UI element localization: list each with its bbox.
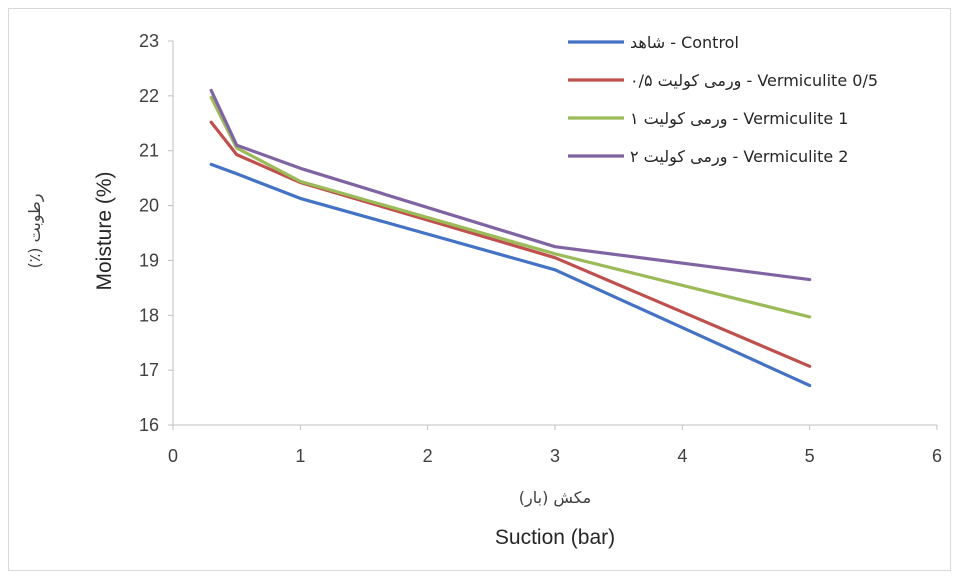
series-line-0 bbox=[209, 162, 812, 388]
y-axis-title-fa: رطوبت (٪) bbox=[25, 193, 45, 268]
x-tick-label: 0 bbox=[168, 446, 178, 466]
y-tick-label: 17 bbox=[139, 360, 159, 380]
legend-label-3: ورمی کولیت ۲ - Vermiculite 2 bbox=[630, 147, 848, 167]
x-axis-title-fa: مکش (بار) bbox=[519, 488, 591, 508]
x-tick-label: 4 bbox=[677, 446, 687, 466]
axes bbox=[172, 41, 937, 426]
chart-frame bbox=[8, 8, 951, 571]
y-tick-label: 18 bbox=[139, 305, 159, 325]
y-tick-label: 21 bbox=[139, 141, 159, 161]
y-tick-label: 22 bbox=[139, 86, 159, 106]
y-tick-label: 20 bbox=[139, 196, 159, 216]
x-tick-label: 2 bbox=[423, 446, 433, 466]
x-tick-label: 1 bbox=[295, 446, 305, 466]
y-tick-label: 23 bbox=[139, 31, 159, 51]
legend: شاهد - Control ورمی کولیت ۰/۵ - Vermiculi… bbox=[568, 33, 878, 167]
legend-label-1: ورمی کولیت ۰/۵ - Vermiculite 0/5 bbox=[630, 71, 878, 91]
series-lines bbox=[209, 88, 812, 388]
y-tick-labels: 16 17 18 19 20 21 22 23 bbox=[139, 31, 173, 435]
x-tick-label: 6 bbox=[932, 446, 942, 466]
y-tick-label: 19 bbox=[139, 250, 159, 270]
x-tick-label: 3 bbox=[550, 446, 560, 466]
y-axis-title: Moisture (%) bbox=[93, 171, 116, 290]
x-tick-labels: 0 1 2 3 4 5 6 bbox=[168, 425, 942, 466]
series-line-3 bbox=[209, 88, 812, 282]
legend-label-2: ورمی کولیت ۱ - Vermiculite 1 bbox=[630, 109, 848, 129]
legend-label-0: شاهد - Control bbox=[630, 33, 739, 52]
x-tick-label: 5 bbox=[805, 446, 815, 466]
series-line-2 bbox=[209, 95, 812, 319]
x-axis-title: Suction (bar) bbox=[495, 526, 615, 549]
y-tick-label: 16 bbox=[139, 415, 159, 435]
